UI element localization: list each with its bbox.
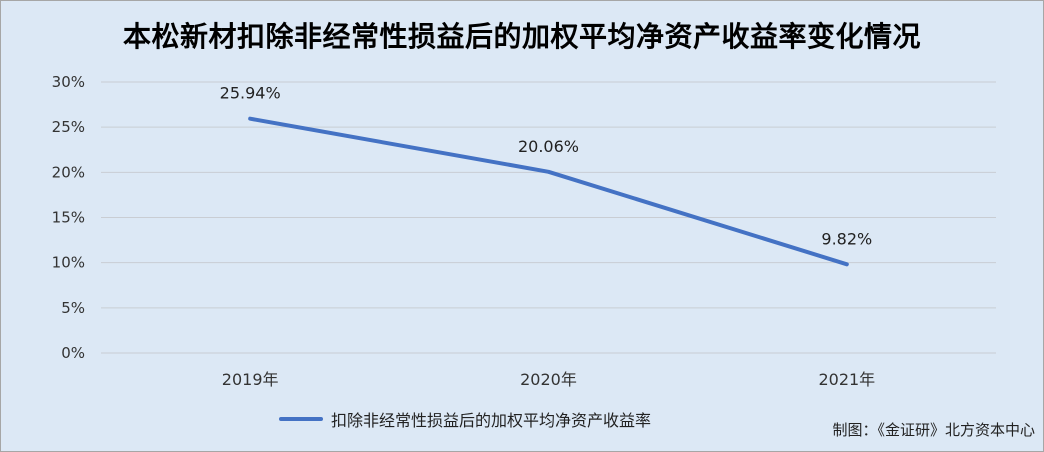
legend-label: 扣除非经常性损益后的加权平均净资产收益率 (331, 411, 652, 430)
data-label: 9.82% (821, 229, 872, 248)
y-tick-label: 0% (61, 344, 85, 362)
chart-title: 本松新材扣除非经常性损益后的加权平均净资产收益率变化情况 (122, 20, 921, 53)
data-label: 20.06% (518, 137, 579, 156)
legend-line-swatch (279, 417, 323, 421)
y-tick-label: 20% (52, 163, 85, 181)
y-tick-label: 25% (52, 118, 85, 136)
series-line (248, 116, 849, 267)
y-tick-label: 15% (52, 209, 85, 227)
data-label: 25.94% (220, 84, 281, 103)
x-tick-label: 2020年 (520, 370, 577, 389)
y-tick-label: 30% (52, 73, 85, 91)
source-note: 制图：《金证研》北方资本中心 (832, 421, 1035, 439)
chart-legend: 扣除非经常性损益后的加权平均净资产收益率 (279, 407, 651, 431)
x-tick-label: 2019年 (222, 370, 279, 389)
x-tick-label: 2021年 (818, 370, 875, 389)
y-tick-label: 10% (52, 254, 85, 272)
y-tick-label: 5% (61, 299, 85, 317)
